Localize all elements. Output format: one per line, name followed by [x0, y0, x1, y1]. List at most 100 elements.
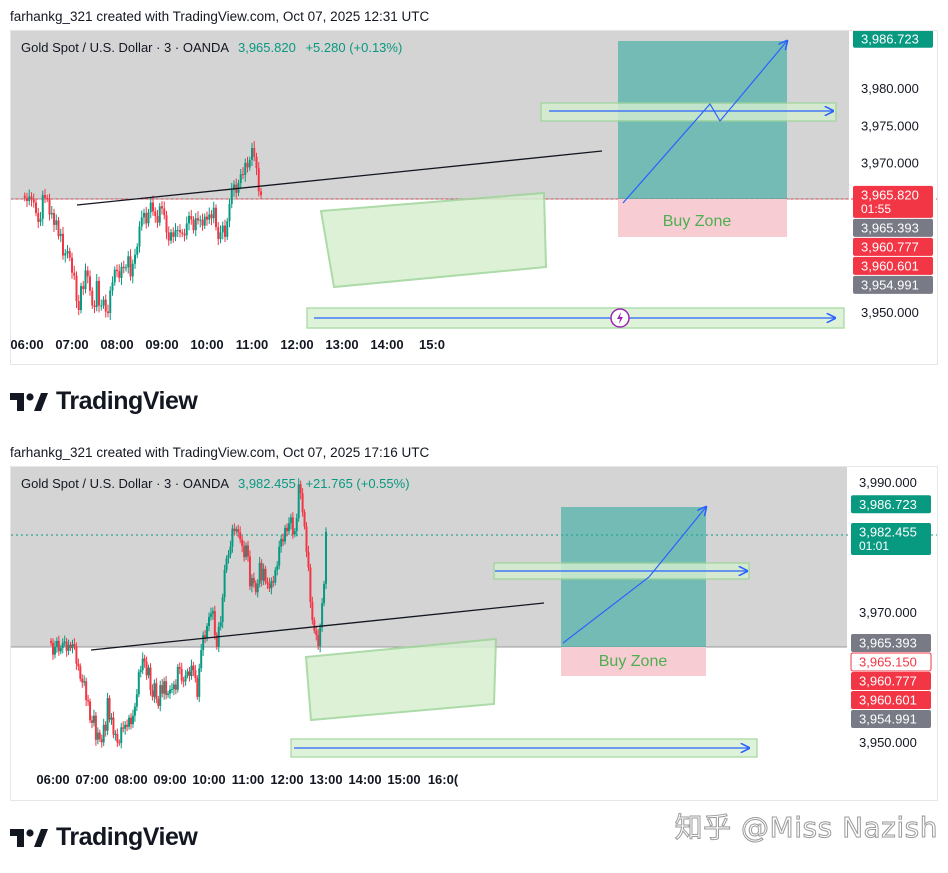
candle-body: [83, 681, 86, 683]
candle-body: [270, 581, 273, 589]
candle-body: [209, 613, 212, 617]
candle-body: [81, 678, 84, 683]
candlestick-chart[interactable]: Buy Zone 06:00 07:00 08:00 09:00 10:00 11:00 12…: [11, 31, 937, 364]
candle-body: [100, 739, 103, 743]
tradingview-logo-icon: [10, 828, 48, 847]
x-tick-label: 07:00: [75, 772, 108, 787]
candle-body: [116, 733, 119, 743]
candle-body: [208, 214, 211, 220]
candle-body: [32, 199, 35, 203]
candle-body: [157, 698, 160, 706]
x-tick-label: 10:00: [190, 337, 223, 352]
candle-body: [91, 290, 94, 306]
candlestick-chart[interactable]: Buy Zone 06:00 07:00 08:00 09:00 10:00 11:00 12…: [11, 467, 937, 800]
candle-body: [53, 646, 56, 655]
y-tick-label: 3,975.000: [861, 118, 919, 133]
candle-body: [59, 648, 62, 652]
candle-body: [176, 666, 179, 690]
last-price: 3,982.455: [237, 476, 296, 491]
price-label-text: 3,954.991: [859, 711, 917, 726]
candle-body: [231, 528, 234, 547]
candle-body: [135, 694, 138, 707]
candle-body: [242, 174, 244, 176]
candle-body: [122, 266, 125, 269]
price-label-bg: [853, 237, 933, 256]
candle-body: [131, 715, 134, 725]
price-label: 3,986.723: [851, 495, 931, 514]
candle-body: [225, 558, 228, 571]
candle-body: [227, 554, 230, 559]
candle-body: [170, 232, 172, 241]
candle-body: [244, 162, 247, 175]
candle-body: [89, 276, 91, 291]
candle-body: [317, 635, 320, 647]
candle-body: [319, 627, 322, 647]
candle-body: [158, 206, 161, 223]
candle-body: [272, 581, 275, 583]
price-label-text: 3,960.601: [859, 692, 917, 707]
price-label-bg: [853, 185, 933, 218]
price-label-text: 3,960.777: [859, 673, 917, 688]
candle-body: [197, 218, 199, 221]
candle-body: [190, 665, 193, 677]
candle-body: [237, 529, 240, 533]
x-tick-label: 09:00: [145, 337, 178, 352]
candle-body: [44, 195, 46, 199]
candle-body: [64, 253, 67, 256]
candle-body: [192, 219, 195, 231]
candle-body: [303, 512, 306, 527]
candle-body: [299, 484, 302, 494]
candle-body: [108, 698, 111, 720]
candle-body: [73, 272, 76, 276]
candle-body: [100, 305, 103, 307]
candle-body: [69, 644, 72, 649]
candle-body: [23, 195, 26, 199]
candle-body: [139, 670, 142, 673]
candle-body: [282, 538, 285, 542]
candle-body: [226, 221, 229, 237]
candle-body: [92, 715, 95, 723]
candle-body: [311, 601, 314, 621]
candle-body: [192, 665, 195, 671]
candle-body: [37, 212, 40, 222]
candle-body: [102, 724, 105, 743]
candle-body: [239, 174, 242, 184]
candle-body: [66, 251, 69, 254]
tradingview-brand[interactable]: TradingView: [10, 823, 198, 852]
candle-body: [61, 642, 64, 649]
candle-body: [87, 700, 90, 702]
candle-body: [200, 650, 203, 669]
candle-body: [71, 644, 74, 649]
candle-body: [50, 212, 53, 215]
price-label-bg: [851, 495, 931, 514]
candle-body: [143, 212, 145, 218]
candle-body: [93, 305, 96, 308]
candle-body: [202, 635, 205, 651]
candle-body: [323, 583, 326, 604]
price-label: 3,960.777: [853, 237, 933, 256]
tradingview-brand[interactable]: TradingView: [10, 387, 198, 416]
chart-area[interactable]: Buy Zone 06:00 07:00 08:00 09:00 10:00 11:00 12…: [10, 30, 938, 365]
price-label: 3,965.150: [850, 652, 932, 672]
candle-body: [136, 246, 139, 255]
candle-body: [264, 568, 267, 582]
candle-body: [228, 203, 231, 222]
symbol-legend[interactable]: Gold Spot / U.S. Dollar · 3 · OANDA 3,98…: [21, 476, 410, 491]
candle-body: [39, 218, 42, 222]
candle-body: [260, 562, 263, 581]
price-label-bg: [851, 690, 931, 709]
candle-body: [57, 220, 60, 237]
author-credit: farhankg_321 created with TradingView.co…: [10, 9, 430, 24]
candle-body: [179, 230, 181, 233]
symbol-legend[interactable]: Gold Spot / U.S. Dollar · 3 · OANDA 3,96…: [21, 40, 402, 55]
candle-body: [274, 570, 277, 583]
candle-body: [301, 493, 304, 513]
candle-body: [94, 715, 97, 740]
candle-body: [112, 717, 115, 735]
chart-area[interactable]: Buy Zone 06:00 07:00 08:00 09:00 10:00 11:00 12…: [10, 466, 938, 801]
candle-body: [230, 189, 233, 204]
price-label-text: 3,965.150: [859, 654, 917, 669]
candle-body: [131, 263, 134, 277]
candle-body: [201, 219, 204, 226]
candle-body: [212, 207, 215, 219]
